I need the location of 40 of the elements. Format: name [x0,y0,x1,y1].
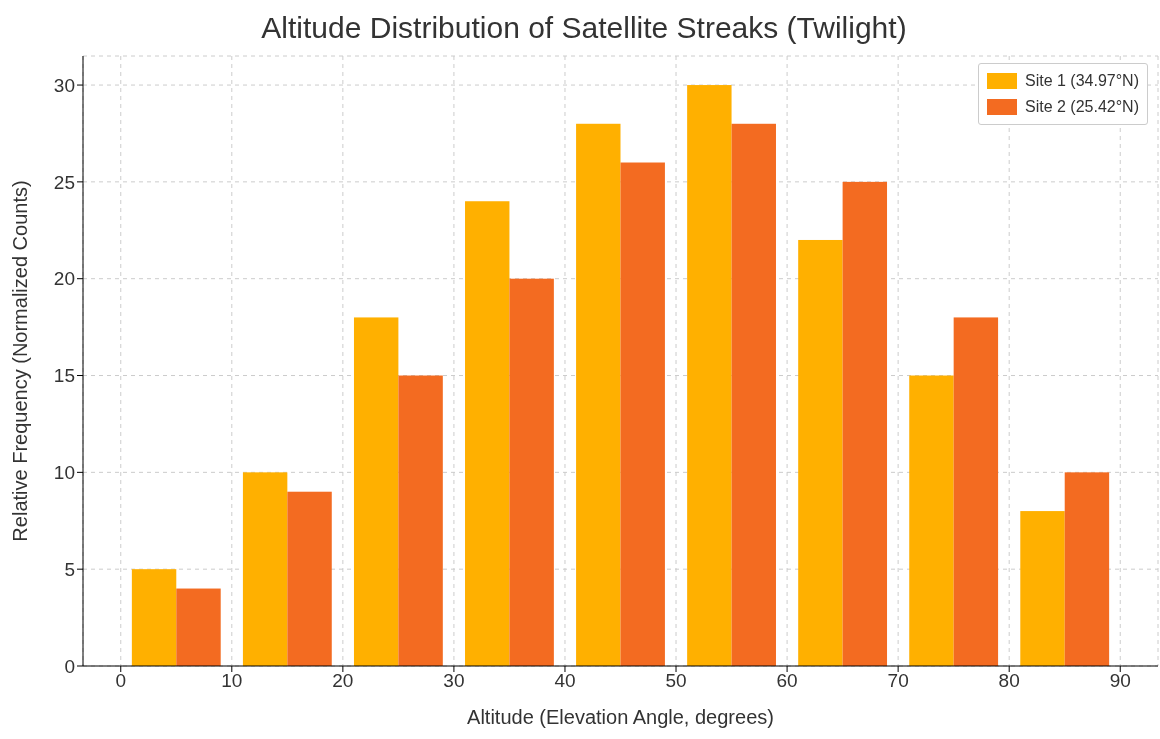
bar [842,181,888,666]
x-tick-label: 20 [332,670,354,692]
y-axis-title: Relative Frequency (Normalized Counts) [9,180,32,542]
bar [398,375,443,666]
chart-title: Altitude Distribution of Satellite Streaks (Twilight) [260,10,908,46]
x-tick-label: 90 [1109,670,1131,692]
bar [509,278,554,666]
bar [1020,511,1065,666]
bar [687,85,732,666]
y-tick-label: 15 [53,365,75,387]
x-tick-label: 30 [443,670,465,692]
y-tick-label: 5 [64,558,75,580]
bar [1064,472,1110,666]
y-tick-label: 20 [53,268,75,290]
x-tick-label: 70 [887,670,909,692]
x-tick-label: 50 [665,670,687,692]
bar [731,123,776,666]
bar [953,317,999,666]
x-tick-label: 60 [776,670,798,692]
bar [131,569,177,666]
y-tick-label: 10 [53,462,75,484]
bar [909,375,954,666]
bar [620,162,665,666]
x-tick-label: 80 [998,670,1020,692]
bar [176,588,221,666]
x-axis-title: Altitude (Elevation Angle, degrees) [467,706,774,728]
bar [353,317,399,666]
legend-label: Site 2 (25.42°N) [1024,97,1139,117]
x-tick-label: 0 [115,670,127,692]
y-tick-label: 25 [53,171,75,193]
bar [798,239,843,666]
x-tick-label: 10 [221,670,243,692]
bar [576,123,621,666]
bar [287,491,332,666]
legend-label: Site 1 (34.97°N) [1024,71,1139,91]
bar [242,472,288,666]
x-tick-label: 40 [554,670,576,692]
bar [465,201,510,666]
y-tick-label: 30 [53,74,75,96]
y-tick-label: 0 [64,655,75,677]
